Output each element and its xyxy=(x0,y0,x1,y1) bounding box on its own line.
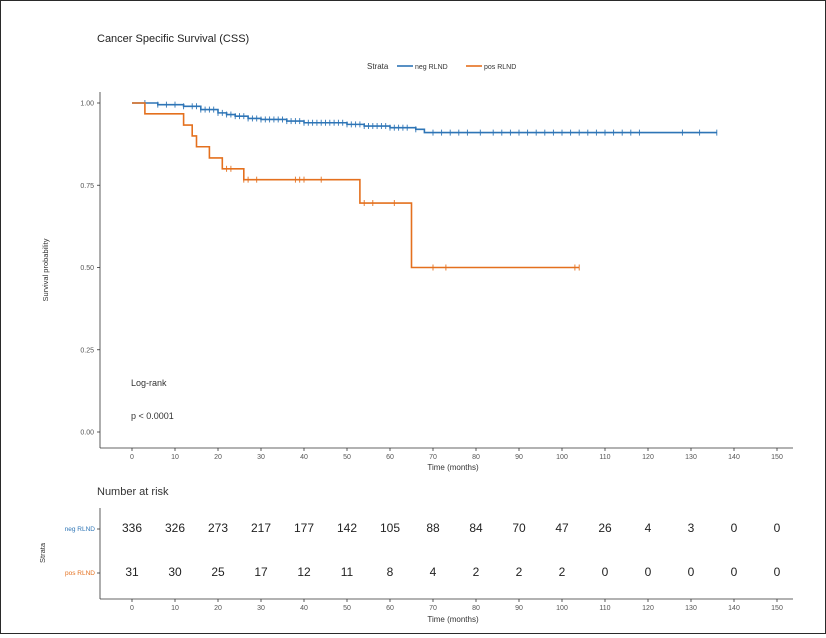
risk-value: 11 xyxy=(341,565,354,579)
risk-value: 0 xyxy=(774,521,781,535)
risk-value: 217 xyxy=(251,521,271,535)
risk-value: 84 xyxy=(469,521,483,535)
risk-value: 0 xyxy=(774,565,781,579)
risk-table-title: Number at risk xyxy=(97,486,169,498)
risk-value: 326 xyxy=(165,521,185,535)
risk-value: 4 xyxy=(430,565,437,579)
test-label: Log-rank xyxy=(131,378,167,388)
risk-x-tick-label: 40 xyxy=(300,605,308,612)
risk-value: 88 xyxy=(426,521,440,535)
risk-x-tick-label: 130 xyxy=(685,605,697,612)
risk-x-tick-label: 100 xyxy=(556,605,568,612)
x-tick-label: 30 xyxy=(257,454,265,461)
legend: Strata neg RLND pos RLND xyxy=(367,62,516,71)
risk-x-tick-label: 30 xyxy=(257,605,265,612)
risk-x-tick-label: 80 xyxy=(472,605,480,612)
survival-curve-pos-rlnd xyxy=(132,102,580,269)
x-tick-label: 10 xyxy=(171,454,179,461)
y-axis-label: Survival probability xyxy=(41,238,50,301)
risk-value: 70 xyxy=(512,521,526,535)
y-ticks: 0.00 0.25 0.50 0.75 1.00 xyxy=(80,101,100,437)
risk-x-tick-label: 150 xyxy=(771,605,783,612)
chart-title: Cancer Specific Survival (CSS) xyxy=(97,33,249,45)
risk-row-label-pos-rlnd: pos RLND xyxy=(65,570,95,577)
x-tick-label: 120 xyxy=(642,454,654,461)
x-tick-label: 110 xyxy=(599,454,610,461)
p-value: p < 0.0001 xyxy=(131,411,174,421)
risk-value: 25 xyxy=(211,565,225,579)
risk-value: 2 xyxy=(559,565,566,579)
x-axis-label: Time (months) xyxy=(427,463,479,472)
x-tick-label: 130 xyxy=(685,454,697,461)
risk-x-tick-label: 70 xyxy=(429,605,437,612)
y-tick-label: 0.25 xyxy=(80,347,94,354)
risk-x-tick-label: 50 xyxy=(343,605,351,612)
legend-title: Strata xyxy=(367,62,389,71)
x-tick-label: 70 xyxy=(429,454,437,461)
risk-value: 26 xyxy=(598,521,612,535)
risk-value: 12 xyxy=(297,565,311,579)
y-tick-label: 0.50 xyxy=(80,265,94,272)
y-tick-label: 1.00 xyxy=(80,101,94,108)
x-tick-label: 40 xyxy=(300,454,308,461)
risk-value: 2 xyxy=(516,565,523,579)
risk-x-tick-label: 0 xyxy=(130,605,134,612)
risk-table-axes xyxy=(99,508,793,600)
risk-value: 31 xyxy=(125,565,139,579)
risk-x-tick-label: 140 xyxy=(728,605,740,612)
x-tick-label: 80 xyxy=(472,454,480,461)
risk-x-tick-label: 120 xyxy=(642,605,654,612)
y-tick-label: 0.00 xyxy=(80,430,94,437)
x-tick-label: 20 xyxy=(214,454,222,461)
risk-value: 0 xyxy=(602,565,609,579)
risk-value: 0 xyxy=(731,521,738,535)
x-tick-label: 90 xyxy=(515,454,523,461)
risk-value: 0 xyxy=(731,565,738,579)
risk-value: 3 xyxy=(688,521,695,535)
risk-value: 273 xyxy=(208,521,228,535)
x-tick-label: 140 xyxy=(728,454,740,461)
risk-x-tick-label: 10 xyxy=(171,605,179,612)
risk-value: 2 xyxy=(473,565,480,579)
risk-value: 336 xyxy=(122,521,142,535)
risk-value: 0 xyxy=(688,565,695,579)
risk-x-tick-label: 60 xyxy=(386,605,394,612)
risk-x-ticks: 0 10 20 30 40 50 60 70 80 90 100 110 120 130 140 150 xyxy=(97,528,783,612)
legend-label-pos-rlnd: pos RLND xyxy=(484,64,516,71)
x-tick-label: 50 xyxy=(343,454,351,461)
risk-value: 177 xyxy=(294,521,314,535)
risk-value: 30 xyxy=(168,565,182,579)
x-tick-label: 60 xyxy=(386,454,394,461)
risk-value: 0 xyxy=(645,565,652,579)
risk-x-tick-label: 20 xyxy=(214,605,222,612)
x-ticks: 0 10 20 30 40 50 60 70 80 90 100 110 120 130 140 150 xyxy=(130,448,783,461)
risk-strata-label: Strata xyxy=(38,542,47,563)
x-tick-label: 0 xyxy=(130,454,134,461)
y-tick-label: 0.75 xyxy=(80,183,94,190)
legend-item-pos-rlnd: pos RLND xyxy=(466,64,516,71)
risk-x-tick-label: 90 xyxy=(515,605,523,612)
risk-row-label-neg-rlnd: neg RLND xyxy=(65,526,96,533)
survival-curve-neg-rlnd xyxy=(132,102,717,134)
risk-value: 17 xyxy=(254,565,268,579)
x-tick-label: 100 xyxy=(556,454,568,461)
risk-value: 47 xyxy=(555,521,569,535)
legend-label-neg-rlnd: neg RLND xyxy=(415,64,448,71)
x-tick-label: 150 xyxy=(771,454,783,461)
risk-value: 105 xyxy=(380,521,400,535)
survival-curves xyxy=(132,100,718,271)
risk-value: 8 xyxy=(387,565,394,579)
main-plot-axes xyxy=(99,92,793,449)
legend-item-neg-rlnd: neg RLND xyxy=(397,64,448,71)
risk-value: 142 xyxy=(337,521,357,535)
risk-x-tick-label: 110 xyxy=(599,605,610,612)
risk-value: 4 xyxy=(645,521,652,535)
risk-values: 336 326 273 217 177 142 105 88 84 70 47 26 4 3 0 031 30 2… xyxy=(122,521,781,579)
risk-x-axis-label: Time (months) xyxy=(427,615,479,624)
